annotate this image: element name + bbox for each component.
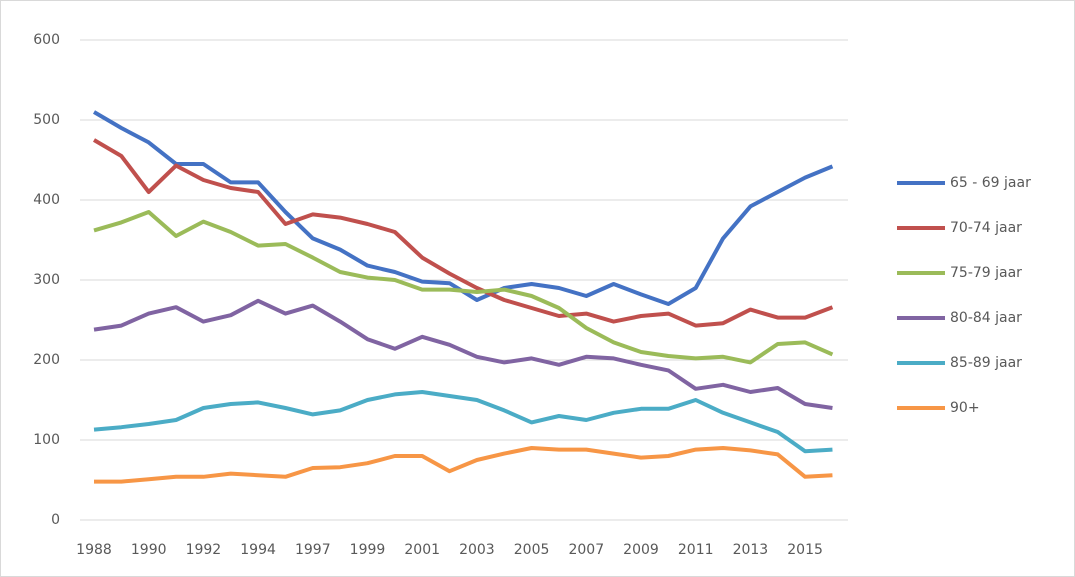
y-tick-label: 400 <box>33 192 60 208</box>
x-tick-label: 1994 <box>240 542 276 558</box>
x-tick-label: 2011 <box>678 542 714 558</box>
x-tick-label: 2007 <box>568 542 604 558</box>
legend-label: 65 - 69 jaar <box>950 175 1031 191</box>
x-tick-label: 2005 <box>514 542 550 558</box>
x-tick-label: 1992 <box>186 542 222 558</box>
x-tick-label: 1988 <box>76 542 112 558</box>
x-tick-label: 2015 <box>787 542 823 558</box>
legend-label: 80-84 jaar <box>950 310 1022 326</box>
x-tick-label: 2001 <box>404 542 440 558</box>
line-series <box>93 298 833 410</box>
line-series <box>93 210 834 365</box>
legend-label: 70-74 jaar <box>950 220 1022 236</box>
x-tick-label: 1997 <box>295 542 331 558</box>
x-tick-label: 2013 <box>733 542 769 558</box>
x-tick-label: 1990 <box>131 542 167 558</box>
line-series <box>94 446 833 484</box>
line-series <box>92 138 834 328</box>
y-tick-label: 200 <box>33 352 60 368</box>
y-tick-label: 300 <box>33 272 60 288</box>
y-tick-label: 500 <box>33 112 60 128</box>
legend-label: 75-79 jaar <box>950 265 1022 281</box>
legend-label: 90+ <box>950 400 980 416</box>
y-tick-label: 600 <box>33 32 60 48</box>
y-tick-label: 0 <box>51 512 60 528</box>
line-series <box>93 390 833 454</box>
x-tick-label: 2009 <box>623 542 659 558</box>
legend-label: 85-89 jaar <box>950 355 1022 371</box>
y-tick-label: 100 <box>33 432 60 448</box>
x-tick-label: 2003 <box>459 542 495 558</box>
x-tick-label: 1999 <box>350 542 386 558</box>
